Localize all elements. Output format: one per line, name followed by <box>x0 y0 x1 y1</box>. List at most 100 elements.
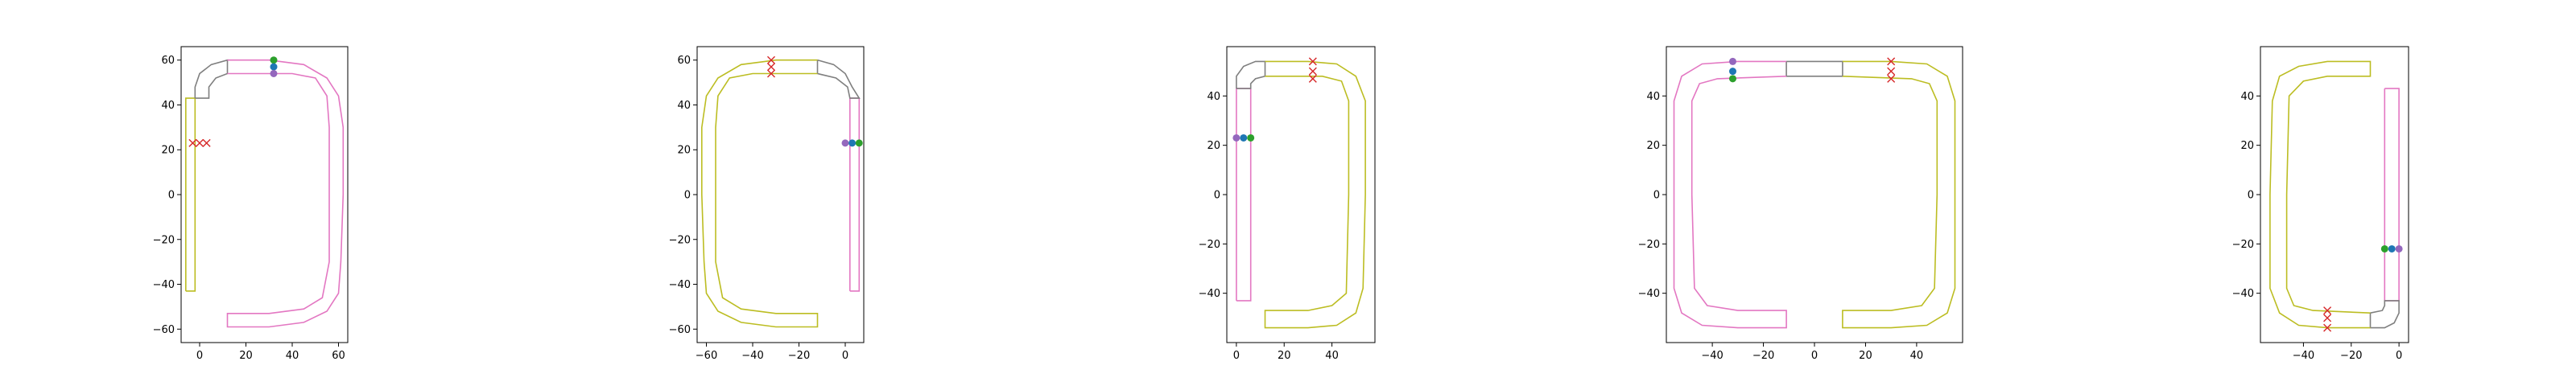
marker-x-5 <box>767 63 775 72</box>
y-tick-label: −20 <box>1199 239 1220 251</box>
y-tick-label: −60 <box>669 324 691 336</box>
y-tick-label: 60 <box>677 55 691 67</box>
x-tick-label: −40 <box>741 350 763 362</box>
series-line-1 <box>1785 60 1843 77</box>
y-tick-label: −40 <box>2232 288 2254 300</box>
series-line-2 <box>1673 60 1787 329</box>
x-tick-label: −20 <box>2340 350 2362 362</box>
x-tick-label: 20 <box>239 350 253 362</box>
series-line-2 <box>816 59 861 99</box>
subplot-4: −40 −20 0 20 40 −40 −20 0 20 40 <box>1638 46 1963 362</box>
series-line-3 <box>701 59 819 328</box>
marker-x-4 <box>1308 57 1317 66</box>
series-line-3 <box>2269 60 2372 329</box>
x-tick-label: 60 <box>332 350 345 362</box>
y-tick-label: 0 <box>2248 190 2254 202</box>
y-tick-label: −60 <box>153 324 175 336</box>
plot-area <box>701 55 863 328</box>
marker-x-6 <box>1887 74 1896 83</box>
y-tick-label: 0 <box>1653 190 1660 202</box>
x-tick-label: 20 <box>1278 350 1291 362</box>
marker-point-1 <box>1728 57 1736 65</box>
x-tick-label: 40 <box>1910 350 1924 362</box>
axes-frame <box>1666 46 1963 343</box>
y-tick-label: −40 <box>1638 288 1660 300</box>
marker-point-3 <box>1247 133 1255 142</box>
marker-point-1 <box>841 139 849 147</box>
y-tick-label: −40 <box>1199 288 1220 300</box>
y-tick-label: −40 <box>669 279 691 291</box>
marker-x-4 <box>188 138 197 147</box>
series-line-3 <box>1842 60 1956 329</box>
marker-x-6 <box>767 69 775 78</box>
series-line-2 <box>194 59 229 99</box>
y-tick-label: 40 <box>1646 91 1660 103</box>
x-tick-label: 40 <box>1325 350 1339 362</box>
marker-point-3 <box>270 69 278 77</box>
marker-x-6 <box>202 138 211 147</box>
y-tick-label: −20 <box>1638 239 1660 251</box>
axes-frame <box>1226 46 1376 343</box>
axes-frame <box>2260 46 2409 343</box>
x-tick-label: 40 <box>286 350 299 362</box>
plot-area <box>185 56 345 328</box>
marker-point-1 <box>1232 133 1241 142</box>
x-tick-label: 0 <box>842 350 848 362</box>
marker-x-5 <box>1308 67 1317 76</box>
marker-point-2 <box>848 139 857 147</box>
x-tick-label: −20 <box>788 350 810 362</box>
y-tick-label: 20 <box>2240 140 2254 152</box>
marker-point-1 <box>2380 244 2388 253</box>
series-line-1 <box>1236 88 1252 302</box>
y-tick-label: 40 <box>1207 91 1220 103</box>
x-tick-label: 0 <box>196 350 203 362</box>
marker-x-5 <box>1887 67 1896 76</box>
marker-point-2 <box>1240 133 1248 142</box>
y-tick-label: 40 <box>2240 91 2254 103</box>
subplot-2: −60 −40 −20 0 −60 −40 −20 0 20 40 60 <box>669 46 865 362</box>
marker-point-2 <box>1728 68 1736 76</box>
y-tick-label: 60 <box>161 55 175 67</box>
y-tick-label: 0 <box>168 190 175 202</box>
x-tick-label: −60 <box>696 350 717 362</box>
y-tick-label: −40 <box>153 279 175 291</box>
y-tick-label: 20 <box>677 145 691 157</box>
plot-area <box>1673 57 1956 329</box>
series-line-2 <box>2369 300 2400 329</box>
marker-point-1 <box>270 56 278 64</box>
marker-point-2 <box>2388 244 2396 253</box>
marker-point-3 <box>855 139 863 147</box>
marker-x-4 <box>2323 306 2332 315</box>
marker-point-3 <box>2395 244 2403 253</box>
marker-point-2 <box>270 63 278 71</box>
marker-x-6 <box>2323 323 2332 332</box>
marker-x-5 <box>2323 314 2332 322</box>
series-line-1 <box>185 97 196 292</box>
y-tick-label: 0 <box>1214 190 1220 202</box>
x-tick-label: 0 <box>1811 350 1818 362</box>
subplot-5: −40 −20 0 −40 −20 0 20 40 <box>2232 46 2409 362</box>
subplot-3: 0 20 40 −40 −20 0 20 40 <box>1199 46 1376 362</box>
series-line-3 <box>226 59 345 328</box>
series-line-1 <box>2384 88 2400 302</box>
y-tick-label: −20 <box>153 234 175 246</box>
y-tick-label: 20 <box>1646 140 1660 152</box>
y-tick-label: 20 <box>161 145 175 157</box>
marker-x-4 <box>1887 57 1896 66</box>
marker-x-6 <box>1308 74 1317 83</box>
x-tick-label: 0 <box>1233 350 1240 362</box>
y-tick-label: 20 <box>1207 140 1220 152</box>
x-tick-label: 0 <box>2396 350 2402 362</box>
y-tick-label: −20 <box>669 234 691 246</box>
x-tick-label: 20 <box>1859 350 1872 362</box>
series-line-3 <box>1264 60 1366 329</box>
subplot-1: 0 20 40 60 −60 −40 −20 0 20 40 60 <box>153 46 349 362</box>
x-tick-label: −40 <box>1701 350 1723 362</box>
series-line-1 <box>849 97 861 292</box>
series-line-2 <box>1236 60 1266 89</box>
plot-area <box>1232 57 1366 329</box>
y-tick-label: −20 <box>2232 239 2254 251</box>
y-tick-label: 40 <box>677 100 691 112</box>
marker-x-4 <box>767 55 775 64</box>
